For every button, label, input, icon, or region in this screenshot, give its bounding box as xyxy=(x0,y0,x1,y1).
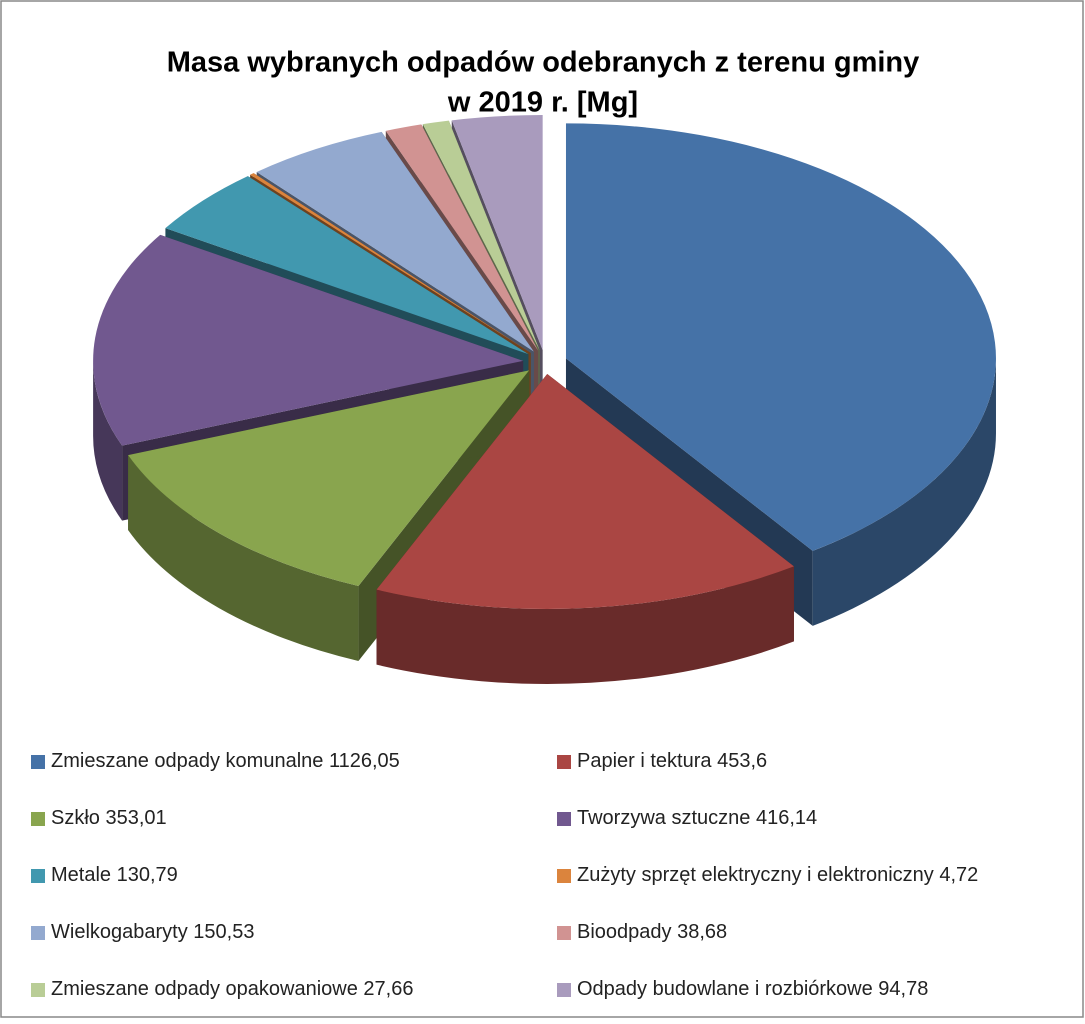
slice-wall xyxy=(812,358,996,626)
legend-swatch xyxy=(31,869,45,883)
legend-label: Papier i tektura 453,6 xyxy=(577,750,767,772)
slice xyxy=(565,123,996,551)
slice xyxy=(93,234,524,446)
legend-swatch xyxy=(557,926,571,940)
chart-title: Masa wybranych odpadów odebranych z tere… xyxy=(167,47,920,79)
legend-swatch xyxy=(31,983,45,997)
slice-group xyxy=(376,373,794,684)
legend-value: 416,14 xyxy=(756,807,817,829)
legend-label: Metale 130,79 xyxy=(51,864,178,886)
legend-name: Zmieszane odpady komunalne xyxy=(51,750,323,772)
legend-name: Wielkogabaryty xyxy=(51,921,188,943)
slice xyxy=(128,370,530,587)
legend-value: 453,6 xyxy=(717,750,767,772)
legend-label: Zużyty sprzęt elektryczny i elektroniczn… xyxy=(577,864,978,886)
legend-name: Bioodpady xyxy=(577,921,672,943)
legend-label: Tworzywa sztuczne 416,14 xyxy=(577,807,817,829)
legend-swatch xyxy=(557,812,571,826)
slice xyxy=(165,176,529,355)
legend-name: Zużyty sprzęt elektryczny i elektroniczn… xyxy=(577,864,934,886)
legend-value: 4,72 xyxy=(939,864,978,886)
legend-swatch xyxy=(557,755,571,769)
legend-value: 94,78 xyxy=(878,978,928,1000)
legend-swatch xyxy=(557,869,571,883)
slice xyxy=(250,173,531,353)
legend-label: Zmieszane odpady komunalne 1126,05 xyxy=(51,750,400,772)
legend-swatch xyxy=(31,755,45,769)
legend-swatch xyxy=(31,812,45,826)
legend-value: 353,01 xyxy=(105,807,166,829)
legend-label: Szkło 353,01 xyxy=(51,807,167,829)
legend-value: 130,79 xyxy=(117,864,178,886)
legend-value: 150,53 xyxy=(193,921,254,943)
legend-value: 27,66 xyxy=(363,978,413,1000)
legend-label: Wielkogabaryty 150,53 xyxy=(51,921,254,943)
chart-title: w 2019 r. [Mg] xyxy=(447,87,638,119)
slice-wall xyxy=(93,360,123,521)
legend-value: 38,68 xyxy=(677,921,727,943)
slice xyxy=(256,131,534,352)
legend-label: Odpady budowlane i rozbiórkowe 94,78 xyxy=(577,978,928,1000)
legend-name: Tworzywa sztuczne xyxy=(577,807,750,829)
slice xyxy=(385,124,539,351)
legend-value: 1126,05 xyxy=(329,750,400,772)
slice-wall xyxy=(128,455,359,662)
slice xyxy=(422,120,540,351)
legend-label: Zmieszane odpady opakowaniowe 27,66 xyxy=(51,978,413,1000)
legend-name: Zmieszane odpady opakowaniowe xyxy=(51,978,358,1000)
legend-name: Szkło xyxy=(51,807,100,829)
legend-label: Bioodpady 38,68 xyxy=(577,921,727,943)
slice xyxy=(376,373,794,609)
slice-wall xyxy=(376,566,794,684)
legend-name: Odpady budowlane i rozbiórkowe xyxy=(577,978,873,1000)
legend-name: Metale xyxy=(51,864,111,886)
legend-swatch xyxy=(31,926,45,940)
legend-name: Papier i tektura xyxy=(577,750,712,772)
legend-swatch xyxy=(557,983,571,997)
slice xyxy=(451,115,543,351)
